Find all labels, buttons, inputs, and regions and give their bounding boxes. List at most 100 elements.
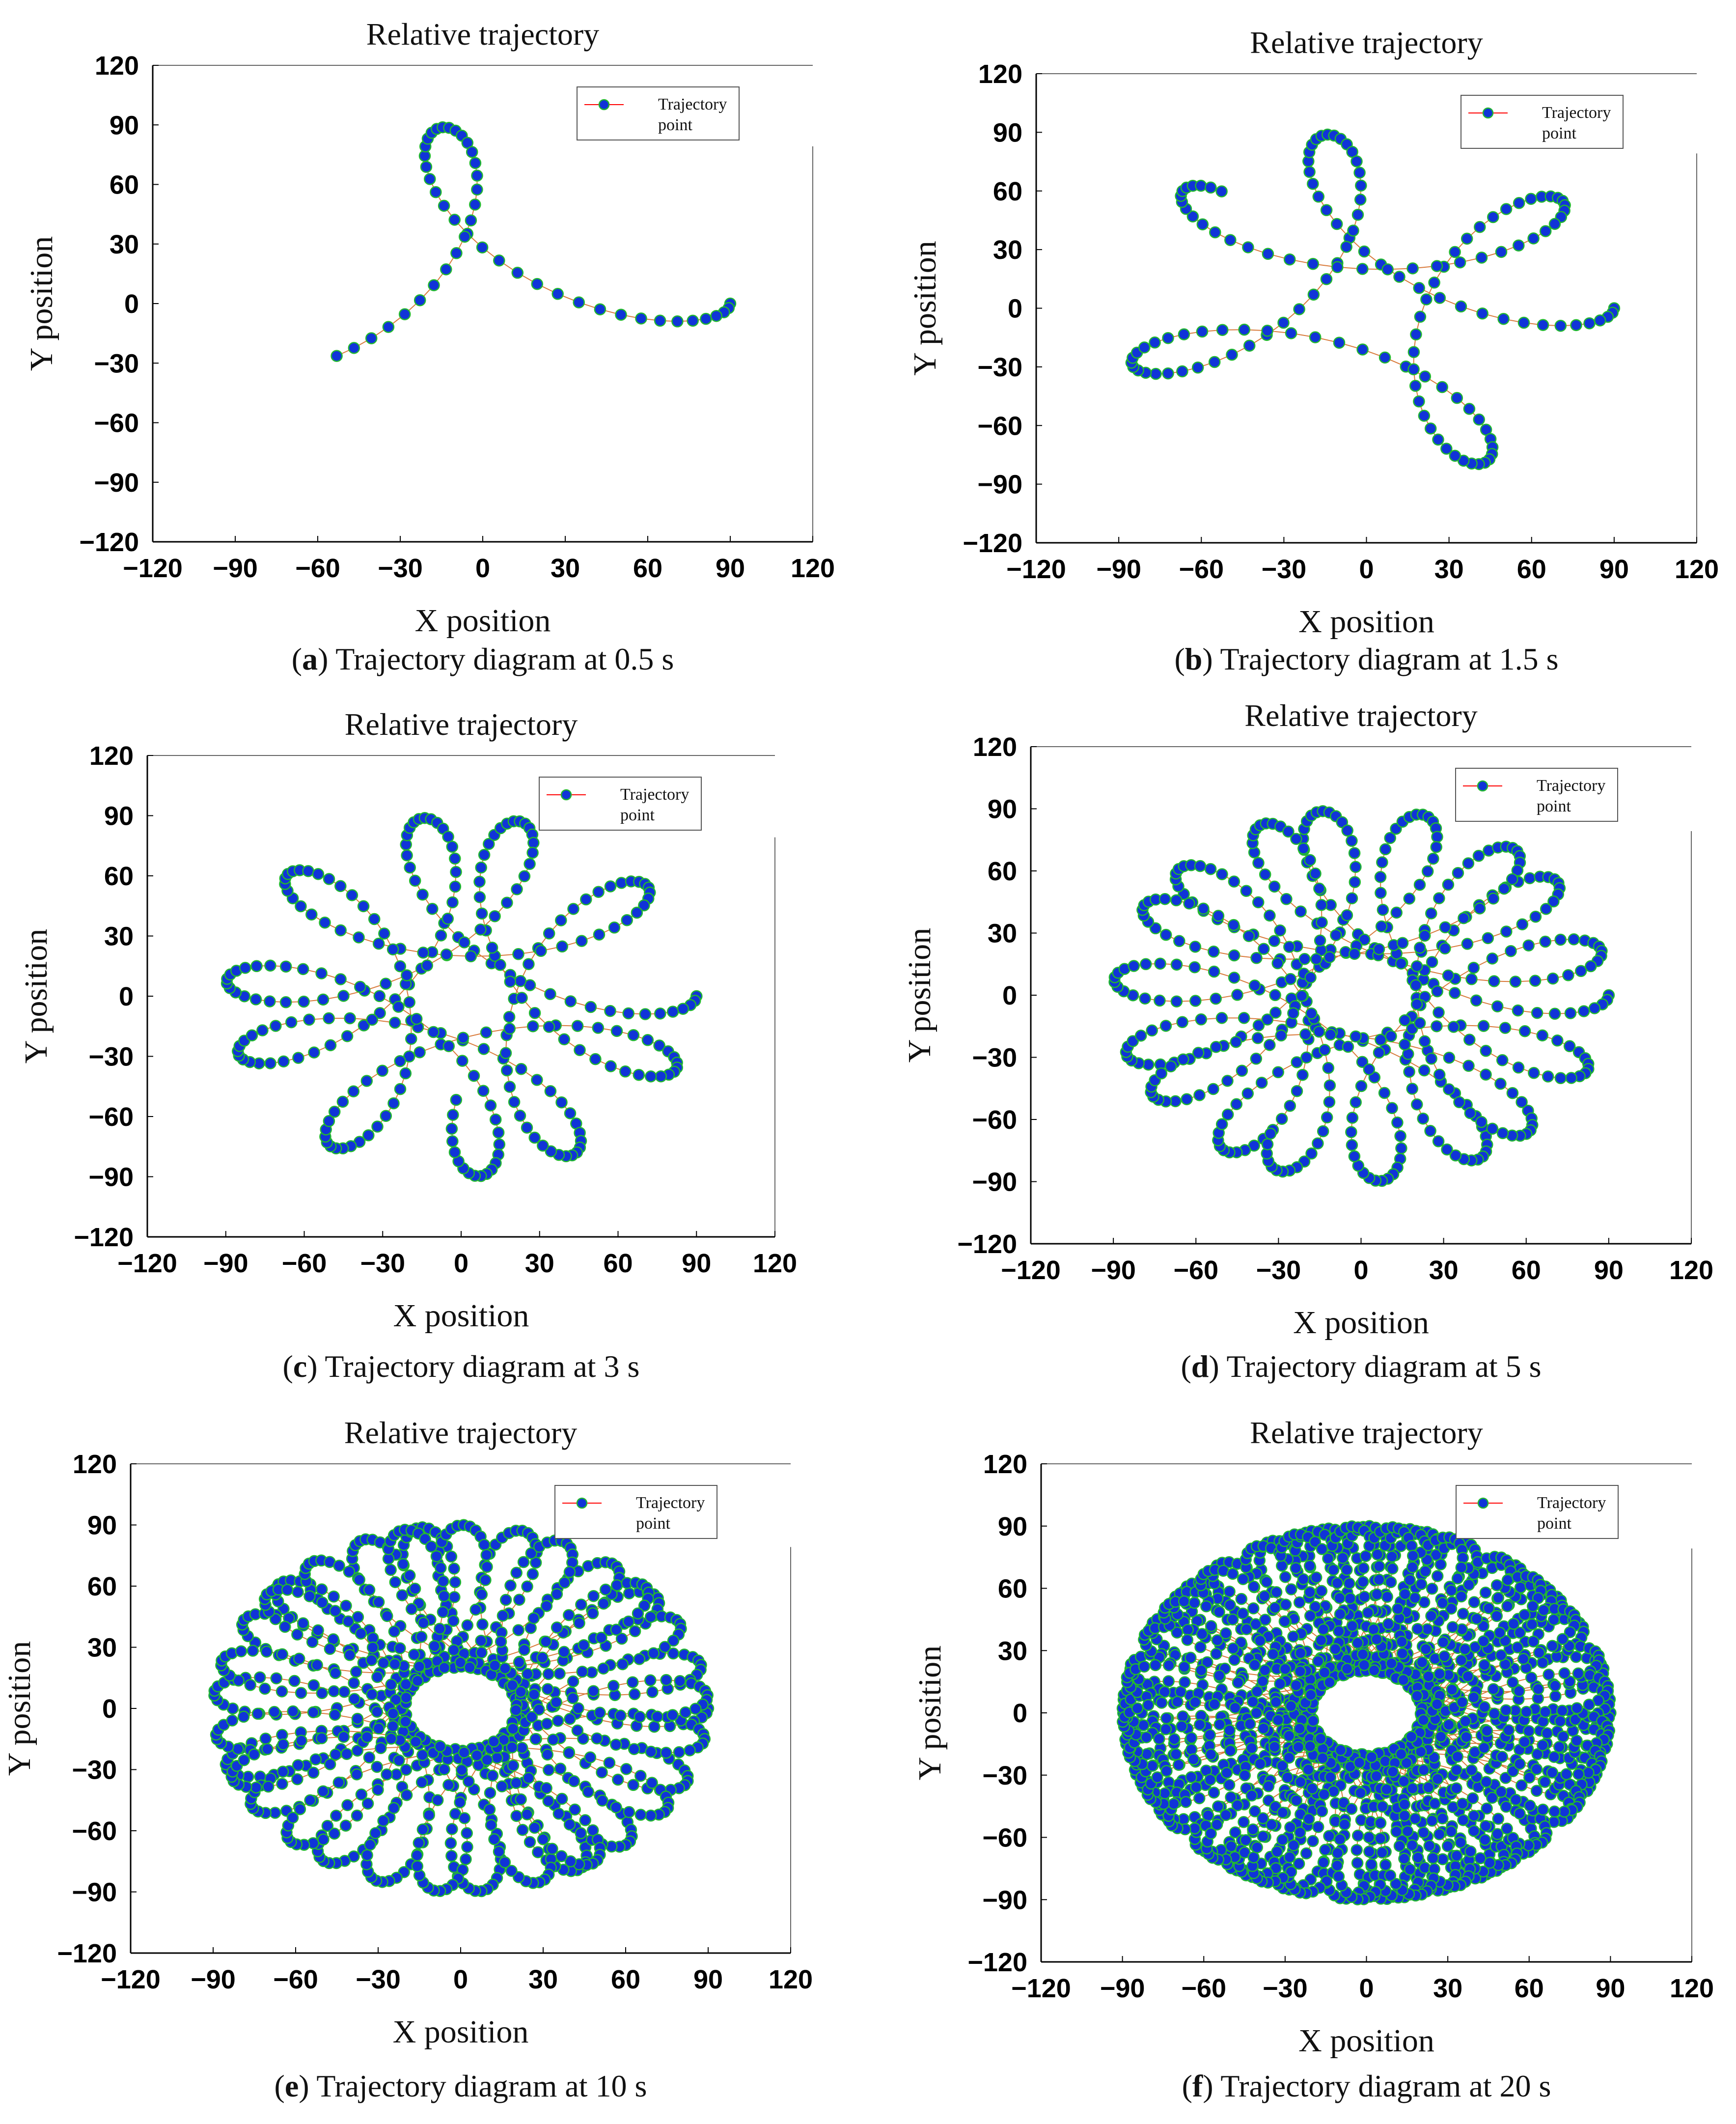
trajectory-point [417,947,429,959]
trajectory-point [1357,1562,1370,1574]
trajectory-point [1251,1685,1264,1698]
trajectory-point [1221,1108,1234,1121]
trajectory-points [1125,128,1621,471]
trajectory-point [1287,1839,1300,1851]
x-tick-label: 0 [475,554,490,583]
legend-label-line2: point [658,116,692,134]
y-tick-label: 120 [95,51,139,81]
caption-paren-open: ( [1174,642,1185,676]
trajectory-point [1223,1724,1236,1736]
trajectory-point [1451,391,1463,404]
trajectory-point [1514,1626,1526,1639]
trajectory-point [1284,1099,1296,1112]
trajectory-point [1149,336,1161,349]
trajectory-point [1159,1020,1172,1032]
trajectory-point [1479,1834,1491,1846]
trajectory-point [1250,952,1263,964]
trajectory-point [315,1732,328,1744]
trajectory-point [385,1678,397,1691]
trajectory-point [1323,1096,1336,1108]
y-tick-label: 0 [1008,294,1022,324]
trajectory-point [1304,1586,1316,1598]
x-axis-label: X position [1298,2023,1434,2059]
trajectory-point [438,1590,450,1602]
trajectory-point [1396,937,1409,949]
trajectory-point [1445,1825,1458,1838]
trajectory-point [552,1808,565,1820]
trajectory-point [1507,1618,1520,1630]
trajectory-point [584,1751,597,1763]
y-tick-label: −120 [963,529,1022,558]
trajectory-point [1230,1098,1243,1111]
trajectory-point [1356,343,1369,356]
trajectory-point [1221,1075,1234,1087]
y-tick-label: 120 [973,732,1017,762]
trajectory-point [1494,1078,1507,1090]
trajectory-point [457,1032,469,1044]
trajectory-point [302,865,314,877]
trajectory-point [551,1588,563,1600]
trajectory-point [1401,1825,1414,1838]
trajectory-point [348,342,360,354]
trajectory-point [1413,1017,1426,1030]
trajectory-point [635,312,647,325]
x-tick-label: 30 [528,1965,558,1994]
trajectory-point [279,1621,291,1633]
trajectory-point [1232,1677,1244,1689]
trajectory-point [1208,965,1220,978]
trajectory-point [423,1809,435,1821]
trajectory-point [353,931,365,944]
trajectory-point [1245,1789,1258,1802]
trajectory-point [1409,979,1422,991]
x-tick-label: 120 [1669,1256,1713,1285]
y-tick-label: −30 [982,1761,1027,1790]
trajectory-point [319,916,331,929]
trajectory-point [1304,971,1317,984]
chart-panel-a: −120 −90 −60 −30 0 30 60 90 1201209060300−30−60−… [24,17,835,639]
trajectory-point [1280,893,1293,905]
trajectory-point [1310,1571,1323,1584]
trajectory-point [1548,1007,1561,1020]
trajectory-point [1356,1056,1369,1068]
trajectory-point [1425,1610,1437,1622]
x-tick-label: 60 [1517,555,1546,584]
legend-box [1456,1485,1619,1539]
trajectory-point [239,962,251,974]
x-tick-label: −60 [1173,1256,1218,1285]
trajectory-point [1185,1743,1198,1756]
trajectory-point [306,1636,319,1648]
trajectory-point [578,1639,590,1651]
trajectory-point [1295,1776,1307,1789]
trajectory-point [1436,1597,1449,1609]
trajectory-point [235,1645,248,1657]
trajectory-point [537,1833,550,1845]
trajectory-point [523,1772,535,1784]
trajectory-point [1449,449,1461,462]
trajectory-point [475,1634,487,1647]
trajectory-point [1454,256,1466,269]
trajectory-point [1178,1661,1190,1673]
trajectory-point [1562,969,1574,981]
trajectory-point [1220,1766,1233,1779]
trajectory-point [394,1055,406,1067]
trajectory-point [1174,1685,1187,1698]
x-tick-label: 30 [551,554,580,583]
trajectory-point [1279,1598,1292,1611]
trajectory-point [262,1780,275,1793]
trajectory-point [1243,339,1256,352]
trajectory-point [1224,1599,1236,1611]
caption-f: (f) Trajectory diagram at 20 s [1072,2068,1661,2104]
trajectory-point [1139,992,1151,1005]
trajectory-point [1386,1563,1399,1575]
trajectory-point [483,1803,496,1816]
trajectory-point [1556,1705,1569,1717]
trajectory-point [1492,1592,1505,1604]
trajectory-point [1155,1067,1168,1080]
trajectory-point [1465,973,1478,985]
trajectory-point [610,1579,623,1592]
trajectory-point [1322,1062,1335,1074]
caption-letter: f [1192,2068,1203,2103]
trajectory-point [1285,1866,1297,1878]
trajectory-point [369,1827,382,1840]
trajectory-point [1541,1727,1553,1739]
